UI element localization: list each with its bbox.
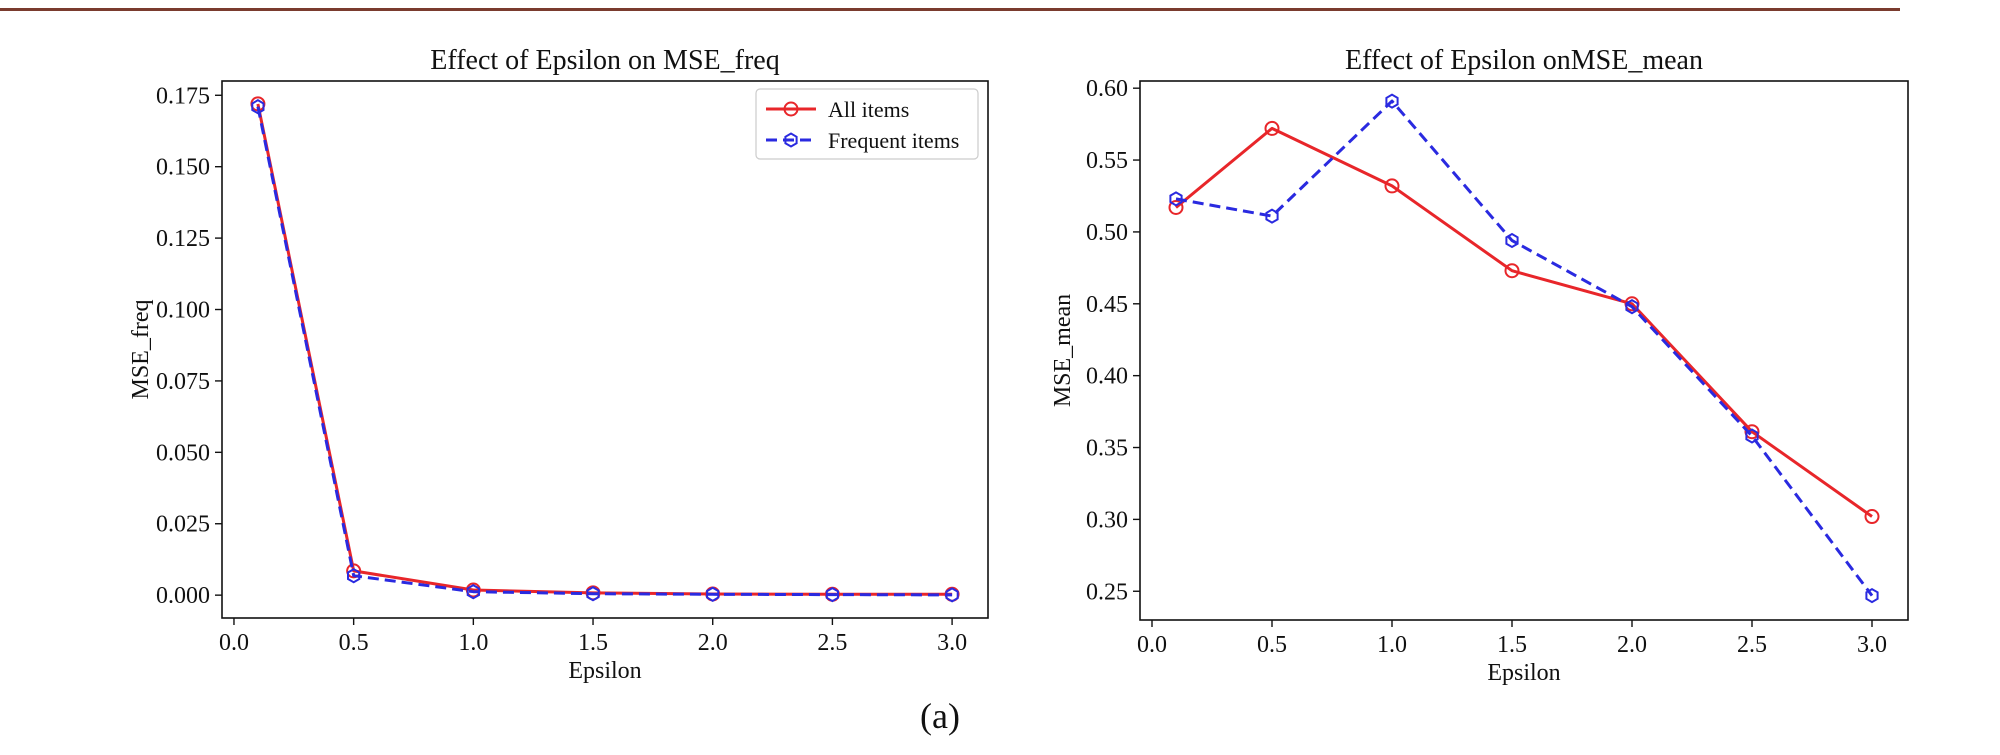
y-axis-label: MSE_freq <box>128 300 154 400</box>
x-tick-label: 1.5 <box>578 630 608 656</box>
y-tick-label: 0.45 <box>1086 292 1128 318</box>
x-tick-label: 0.5 <box>339 630 369 656</box>
data-point <box>1745 428 1759 444</box>
legend-marker <box>783 101 799 117</box>
y-tick-label: 0.000 <box>156 583 210 609</box>
data-point <box>586 586 600 602</box>
data-point <box>945 587 959 603</box>
y-tick-label: 0.100 <box>156 298 210 324</box>
data-point <box>1625 299 1639 315</box>
y-tick-label: 0.050 <box>156 440 210 466</box>
chart-mse-mean: Effect of Epsilon onMSE_mean 0.0 0.5 1.0 1.5… <box>1050 45 1909 686</box>
data-point <box>1504 263 1520 279</box>
y-tick-label: 0.30 <box>1086 507 1128 533</box>
y-tick-label: 0.025 <box>156 512 210 538</box>
y-tick-label: 0.60 <box>1086 76 1128 102</box>
data-point <box>1505 232 1519 249</box>
data-point <box>1384 178 1400 194</box>
data-point <box>1744 424 1760 440</box>
data-point <box>825 586 839 603</box>
y-tick-label: 0.55 <box>1086 148 1128 174</box>
x-tick-label: 2.0 <box>1617 632 1647 658</box>
data-point <box>347 568 361 584</box>
legend-entry-label: Frequent items <box>828 128 959 153</box>
x-tick-label: 0.0 <box>219 630 249 656</box>
x-tick-label: 1.0 <box>1377 632 1407 658</box>
y-tick-label: 0.175 <box>156 83 210 109</box>
x-axis-label: Epsilon <box>1487 660 1560 686</box>
chart-title: Effect of Epsilon onMSE_mean <box>1345 45 1703 76</box>
series-line-all-items <box>256 103 953 596</box>
data-point <box>466 584 480 600</box>
x-tick-label: 3.0 <box>1857 632 1887 658</box>
y-tick-label: 0.50 <box>1086 220 1128 246</box>
data-point <box>1265 208 1279 224</box>
data-point <box>1385 93 1399 109</box>
data-point <box>1169 191 1183 207</box>
x-tick-label: 1.0 <box>458 630 488 656</box>
y-tick-label: 0.25 <box>1086 579 1128 605</box>
data-point <box>1865 587 1879 604</box>
top-divider-rule <box>0 8 1900 11</box>
y-tick-label: 0.35 <box>1086 436 1128 462</box>
series-line-all-items <box>1175 126 1873 518</box>
x-axis-label: Epsilon <box>568 658 641 684</box>
plot-frame <box>221 80 989 619</box>
legend-entry-label: All items <box>828 97 909 122</box>
y-tick-label: 0.125 <box>156 226 210 252</box>
data-point <box>251 99 265 115</box>
y-tick-label: 0.150 <box>156 155 210 181</box>
panel-label: (a) <box>920 696 960 736</box>
x-tick-label: 2.0 <box>698 630 728 656</box>
series-line-frequent-items <box>256 106 953 597</box>
x-tick-label: 2.5 <box>1737 632 1767 658</box>
legend-marker <box>784 132 798 148</box>
series-line-frequent-items <box>1175 99 1874 597</box>
x-tick-label: 0.5 <box>1257 632 1287 658</box>
y-tick-label: 0.40 <box>1086 364 1128 390</box>
chart-title: Effect of Epsilon on MSE_freq <box>430 45 779 76</box>
y-axis-label: MSE_mean <box>1050 294 1076 407</box>
x-tick-label: 0.0 <box>1137 632 1167 658</box>
chart-mse-freq: Effect of Epsilon on MSE_freq 0.0 0.5 1.0 1.… <box>128 45 989 684</box>
x-tick-label: 3.0 <box>937 630 967 656</box>
data-point <box>706 586 720 602</box>
data-point <box>346 563 362 579</box>
x-tick-label: 2.5 <box>817 630 847 656</box>
y-tick-label: 0.075 <box>156 369 210 395</box>
data-point <box>1168 199 1184 215</box>
data-point <box>1864 509 1880 525</box>
legend-box <box>755 88 979 160</box>
data-point <box>1264 120 1280 136</box>
plot-frame <box>1139 80 1909 621</box>
x-tick-label: 1.5 <box>1497 632 1527 658</box>
